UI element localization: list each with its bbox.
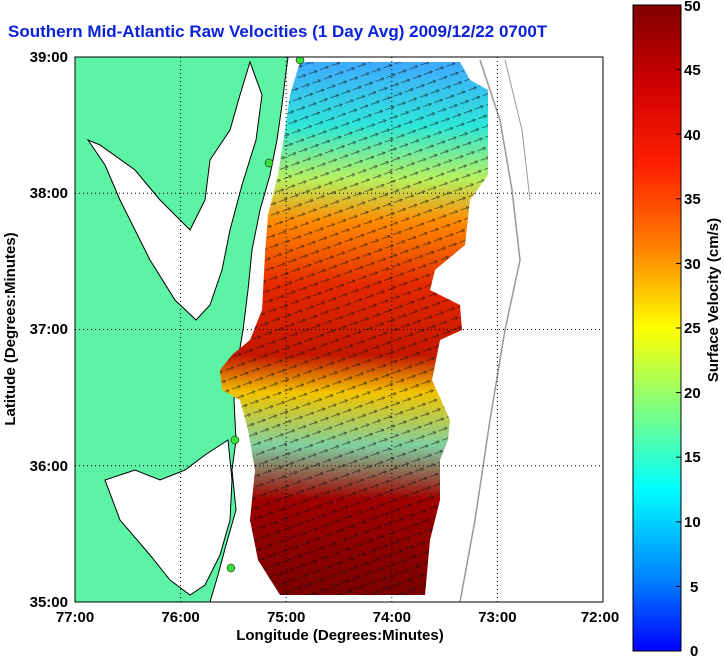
x-tick-label: 76:00 <box>161 609 199 626</box>
colorbar-title: Surface Velocity (cm/s) <box>705 218 722 382</box>
colorbar-tick-label: 0 <box>690 643 698 659</box>
colorbar-ticks <box>676 4 681 652</box>
station-marker <box>295 57 305 65</box>
bathymetry-contour <box>459 59 521 602</box>
velocity-arrows <box>220 62 488 595</box>
y-tick-label: 38:00 <box>30 185 68 202</box>
colorbar: 50 45 40 35 30 25 20 15 10 5 0 Surface V… <box>632 0 722 659</box>
x-tick-label: 73:00 <box>478 609 516 626</box>
colorbar-tick-label: 45 <box>684 62 701 79</box>
station-marker <box>226 563 236 573</box>
chesapeake-bay <box>86 60 263 321</box>
colorbar-gradient <box>632 4 682 652</box>
x-tick-label: 75:00 <box>267 609 305 626</box>
y-axis: 39:00 38:00 37:00 36:00 35:00 Latitude (… <box>2 49 68 611</box>
y-tick-label: 39:00 <box>30 49 68 66</box>
y-tick-label: 35:00 <box>30 594 68 611</box>
x-tick-label: 77:00 <box>56 609 94 626</box>
colorbar-tick-label: 50 <box>684 0 701 15</box>
station-marker <box>230 435 240 445</box>
station-marker <box>264 158 274 168</box>
map-title-text: Southern Mid-Atlantic Raw Velocities (1 … <box>8 22 537 41</box>
colorbar-tick-label: 35 <box>684 191 701 208</box>
colorbar-tick-label: 40 <box>684 127 701 144</box>
grid-lines <box>75 57 603 602</box>
x-axis: 77:00 76:00 75:00 74:00 73:00 72:00 Long… <box>56 609 619 644</box>
colorbar-tick-label: 25 <box>684 320 701 337</box>
colorbar-tick-label: 30 <box>684 256 701 273</box>
colorbar-tick-label: 5 <box>690 579 698 596</box>
y-tick-label: 37:00 <box>30 321 68 338</box>
x-tick-label: 74:00 <box>373 609 411 626</box>
x-tick-label: 72:00 <box>581 609 619 626</box>
colorbar-tick-label: 20 <box>684 385 701 402</box>
x-axis-title: Longitude (Degrees:Minutes) <box>236 627 444 644</box>
y-axis-title: Latitude (Degrees:Minutes) <box>2 232 19 425</box>
colorbar-tick-label: 10 <box>684 514 701 531</box>
map-title: Southern Mid-Atlantic Raw Velocities (1 … <box>8 22 547 42</box>
pamlico-sound <box>104 439 233 596</box>
bathymetry-contour-2 <box>504 59 531 201</box>
y-tick-label: 36:00 <box>30 458 68 475</box>
colorbar-tick-label: 15 <box>684 449 701 466</box>
map-title-suffix: T <box>536 22 548 41</box>
